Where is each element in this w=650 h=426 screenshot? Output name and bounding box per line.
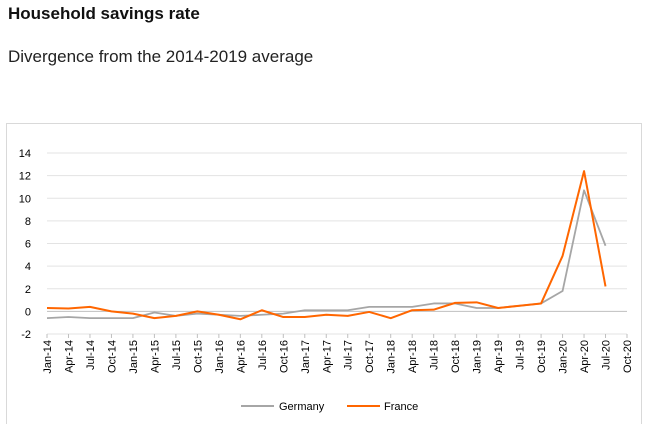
x-tick-label: Jul-15 [171, 340, 183, 370]
series-line-france [46, 170, 607, 321]
x-tick-label: Oct-16 [278, 340, 290, 373]
y-tick-label: 8 [25, 216, 31, 228]
x-tick-label: Apr-20 [579, 340, 591, 373]
chart-subtitle: Divergence from the 2014-2019 average [8, 47, 314, 66]
x-tick-label: Jan-18 [386, 340, 398, 374]
x-tick-label: Oct-20 [622, 340, 634, 373]
x-tick-label: Oct-17 [364, 340, 376, 373]
x-tick-label: Apr-17 [321, 340, 333, 373]
x-tick-label: Apr-19 [493, 340, 505, 373]
y-tick-label: 10 [19, 193, 31, 205]
x-tick-label: Jan-14 [42, 340, 54, 374]
y-tick-label: 12 [19, 171, 31, 183]
x-tick-label: Apr-16 [235, 340, 247, 373]
x-tick-label: Apr-18 [407, 340, 419, 373]
series-line-germany [46, 189, 607, 320]
x-tick-label: Jul-16 [257, 340, 269, 370]
y-tick-label: 6 [25, 239, 31, 251]
x-tick-label: Jan-16 [214, 340, 226, 374]
chart-frame [6, 123, 642, 424]
legend-label-germany: Germany [279, 401, 325, 413]
x-tick-label: Oct-18 [450, 340, 462, 373]
x-tick-label: Jan-20 [558, 340, 570, 374]
y-tick-label: 2 [25, 284, 31, 296]
x-tick-label: Jul-20 [601, 340, 613, 370]
x-tick-label: Oct-15 [192, 340, 204, 373]
legend: Germany France [241, 401, 418, 413]
x-tick-label: Oct-19 [536, 340, 548, 373]
x-tick-label: Apr-14 [63, 340, 75, 373]
y-tick-label: 14 [19, 148, 31, 160]
x-tick-label: Jan-15 [128, 340, 140, 374]
gridlines [47, 152, 627, 335]
x-tick-label: Oct-14 [106, 340, 118, 373]
legend-label-france: France [384, 401, 418, 413]
y-axis-ticks: -2 0 2 4 6 8 10 12 14 [19, 148, 31, 341]
y-tick-label: 4 [25, 261, 31, 273]
x-tick-label: Jan-17 [300, 340, 312, 374]
x-tick-label: Jul-14 [85, 340, 97, 370]
y-tick-label: -2 [21, 329, 31, 341]
chart-title: Household savings rate [8, 4, 200, 23]
x-tick-label: Jul-17 [343, 340, 355, 370]
x-tick-label: Jan-19 [472, 340, 484, 374]
series-lines [46, 170, 607, 321]
y-tick-label: 0 [25, 306, 31, 318]
x-tick-label: Apr-15 [149, 340, 161, 373]
x-tick-label: Jul-18 [429, 340, 441, 370]
x-axis-ticks: Jan-14 Apr-14 Jul-14 Oct-14 Jan-15 Apr-15 Jul-… [42, 334, 634, 374]
x-tick-label: Jul-19 [515, 340, 527, 370]
